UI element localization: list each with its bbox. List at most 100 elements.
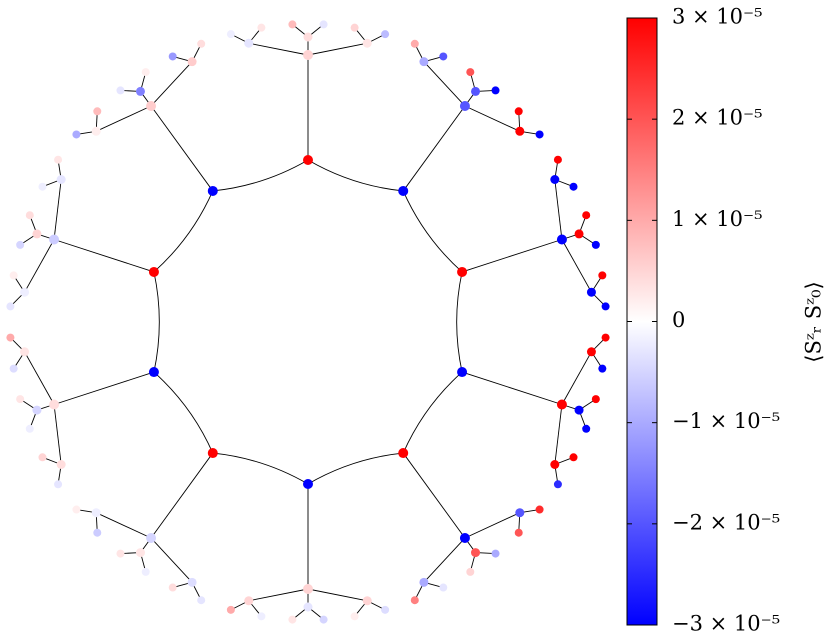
lattice-node — [598, 271, 607, 280]
lattice-node — [574, 405, 584, 415]
edge — [402, 105, 466, 192]
lattice-node — [32, 229, 42, 239]
lattice-node — [197, 39, 206, 48]
lattice-node — [381, 30, 390, 39]
lattice-node — [466, 567, 475, 576]
lattice-node — [16, 240, 25, 249]
lattice-node — [244, 596, 254, 606]
lattice-node — [288, 20, 297, 29]
lattice-node — [168, 583, 177, 592]
lattice-node — [556, 399, 567, 410]
lattice-node — [148, 266, 159, 277]
lattice-node — [582, 424, 591, 433]
lattice-node — [9, 364, 18, 373]
lattice-node — [54, 155, 63, 164]
edge — [464, 512, 520, 539]
lattice-node — [586, 347, 596, 357]
lattice-node — [207, 448, 218, 459]
lattice-node — [187, 577, 197, 587]
edge — [212, 452, 309, 485]
tick-label: −1 × 10⁻⁵ — [672, 409, 780, 433]
lattice-node — [135, 86, 145, 96]
edge — [153, 371, 214, 454]
edge — [461, 371, 563, 405]
edge — [456, 271, 463, 373]
tick-label: −3 × 10⁻⁵ — [672, 612, 780, 634]
lattice-node — [591, 240, 600, 249]
lattice-node — [514, 107, 523, 116]
lattice-node — [72, 130, 81, 139]
lattice-node — [38, 453, 47, 462]
edge — [150, 452, 214, 539]
lattice-node — [49, 234, 60, 245]
lattice-node — [362, 596, 372, 606]
lattice-node — [303, 602, 313, 612]
lattice-node — [362, 38, 372, 48]
tick-label: 2 × 10⁻⁵ — [672, 106, 763, 130]
lattice-node — [116, 549, 125, 558]
lattice-node — [459, 533, 470, 544]
colorbar-label: ⟨Sᶻᵣ Sᶻ₀⟩ — [802, 281, 826, 362]
lattice-node — [350, 612, 359, 621]
lattice-node — [207, 185, 218, 196]
lattice-node — [20, 347, 30, 357]
edge — [150, 537, 193, 583]
lattice-node — [410, 596, 419, 605]
lattice-node — [72, 505, 81, 514]
edge — [423, 537, 466, 583]
lattice-node — [148, 367, 159, 378]
lattice-node — [9, 271, 18, 280]
lattice-node — [556, 234, 567, 245]
lattice-node — [6, 333, 15, 342]
edge — [24, 239, 55, 293]
lattice-node — [244, 38, 254, 48]
lattice-node — [93, 528, 102, 537]
tick-label: 1 × 10⁻⁵ — [672, 207, 763, 231]
edge — [248, 588, 309, 602]
lattice-node — [459, 100, 470, 111]
lattice-node — [550, 175, 560, 184]
lattice-node — [257, 23, 266, 32]
lattice-node — [54, 480, 63, 489]
edge — [53, 239, 155, 273]
lattice-node — [116, 86, 125, 95]
lattice-node — [491, 549, 500, 558]
lattice-node — [457, 367, 468, 378]
lattice-node — [398, 448, 409, 459]
edge — [402, 452, 466, 539]
lattice-node — [303, 50, 313, 60]
lattice-node — [535, 505, 544, 514]
lattice-node — [319, 615, 328, 624]
edge — [461, 239, 563, 273]
lattice-node — [6, 302, 15, 311]
lattice-node — [303, 155, 313, 165]
lattice-node — [25, 211, 34, 220]
lattice-node — [491, 86, 500, 95]
edge — [402, 371, 463, 454]
edge — [402, 190, 463, 273]
edge — [561, 239, 592, 293]
lattice-node — [553, 155, 562, 164]
lattice-node — [419, 57, 429, 67]
lattice-node — [439, 52, 448, 61]
edges — [10, 24, 606, 620]
lattice-node — [303, 584, 313, 594]
lattice-node — [257, 612, 266, 621]
lattice-node — [32, 405, 42, 415]
lattice-node — [419, 577, 429, 587]
lattice-node — [591, 395, 600, 404]
lattice-node — [135, 548, 145, 558]
lattice-node — [197, 596, 206, 605]
edge — [153, 190, 214, 273]
lattice-node — [471, 86, 481, 96]
edge — [307, 452, 404, 485]
lattice-node — [569, 182, 578, 191]
lattice-node — [569, 453, 578, 462]
edge — [53, 371, 155, 405]
lattice-node — [574, 229, 584, 239]
edge — [24, 351, 55, 405]
edge — [53, 179, 62, 240]
lattice-node — [350, 23, 359, 32]
edge — [423, 61, 466, 107]
